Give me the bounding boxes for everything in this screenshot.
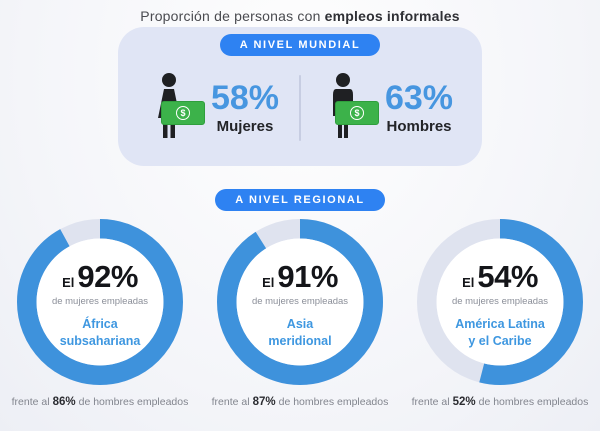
donut-chart-icon (217, 219, 383, 385)
donut-value: El92% (62, 261, 138, 292)
donut-value-prefix: El (462, 275, 475, 291)
donut-chart-icon (17, 219, 183, 385)
caption-prefix: frente al (211, 396, 250, 408)
region-name: África subsahariana (59, 317, 141, 348)
regional-badge: A NIVEL REGIONAL (215, 189, 385, 211)
region-name: Asia meridional (268, 317, 332, 348)
region-name: América Latina y el Caribe (455, 317, 545, 348)
donut-value-prefix: El (262, 275, 275, 291)
donut-value-pct: 54% (477, 259, 538, 295)
donut-value: El54% (462, 261, 538, 292)
caption-value: 87% (252, 396, 276, 408)
region-caption: frente al 87% de hombres empleados (212, 396, 389, 408)
caption-value: 52% (452, 396, 476, 408)
global-stats-row: $ 58% Mujeres $ 63% Hombres (118, 57, 482, 159)
donut-value: El91% (262, 261, 338, 292)
donut-africa: El92% de mujeres empleadas África subsah… (17, 219, 183, 385)
donut-label-africa: El92% de mujeres empleadas África subsah… (17, 219, 183, 385)
donut-chart-icon (417, 219, 583, 385)
page-title: Proporción de personas con empleos infor… (0, 0, 600, 24)
dollar-coin-icon: $ (349, 106, 364, 120)
stat-block-men: 63% Hombres (384, 79, 454, 135)
region-south-asia: El91% de mujeres empleadas Asia meridion… (200, 219, 400, 408)
page-title-prefix: Proporción de personas con (140, 8, 321, 24)
global-stat-men: $ 63% Hombres (301, 71, 473, 145)
region-latam: El54% de mujeres empleadas América Latin… (400, 219, 600, 408)
stat-value-women: 58% (210, 79, 280, 118)
region-africa: El92% de mujeres empleadas África subsah… (0, 219, 200, 408)
caption-prefix: frente al (411, 396, 450, 408)
woman-money-figure: $ (147, 71, 205, 145)
stat-label-women: Mujeres (216, 117, 274, 135)
region-caption: frente al 86% de hombres empleados (12, 396, 189, 408)
stat-label-men: Hombres (386, 117, 452, 135)
vertical-divider (299, 75, 301, 141)
global-stat-women: $ 58% Mujeres (127, 71, 299, 145)
dollar-coin-icon: $ (175, 106, 190, 120)
donut-subtitle: de mujeres empleadas (51, 296, 149, 308)
global-badge: A NIVEL MUNDIAL (219, 34, 381, 56)
donut-subtitle: de mujeres empleadas (451, 296, 549, 308)
regional-charts-row: El92% de mujeres empleadas África subsah… (0, 219, 600, 408)
caption-suffix: de hombres empleados (478, 396, 589, 408)
stat-value-men: 63% (384, 79, 454, 118)
donut-value-prefix: El (62, 275, 75, 291)
donut-value-pct: 91% (277, 259, 338, 295)
caption-prefix: frente al (11, 396, 50, 408)
donut-latam: El54% de mujeres empleadas América Latin… (417, 219, 583, 385)
donut-south-asia: El91% de mujeres empleadas Asia meridion… (217, 219, 383, 385)
donut-value-pct: 92% (77, 259, 138, 295)
region-caption: frente al 52% de hombres empleados (412, 396, 589, 408)
man-money-figure: $ (321, 71, 379, 145)
regional-badge-row: A NIVEL REGIONAL (0, 189, 600, 211)
page-title-bold: empleos informales (324, 8, 460, 24)
stat-block-women: 58% Mujeres (210, 79, 280, 135)
money-icon: $ (334, 101, 379, 125)
caption-suffix: de hombres empleados (78, 396, 189, 408)
donut-label-south-asia: El91% de mujeres empleadas Asia meridion… (217, 219, 383, 385)
donut-label-latam: El54% de mujeres empleadas América Latin… (417, 219, 583, 385)
donut-subtitle: de mujeres empleadas (251, 296, 349, 308)
caption-suffix: de hombres empleados (278, 396, 389, 408)
money-icon: $ (160, 101, 205, 125)
global-panel: A NIVEL MUNDIAL $ 58% Mujeres (118, 27, 482, 166)
caption-value: 86% (52, 396, 76, 408)
